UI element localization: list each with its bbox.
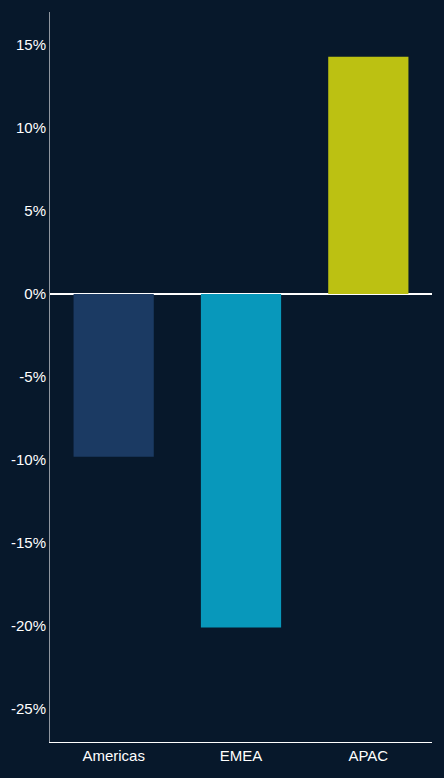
svg-text:EMEA: EMEA xyxy=(220,747,263,764)
svg-text:-15%: -15% xyxy=(11,534,46,551)
svg-text:-25%: -25% xyxy=(11,700,46,717)
svg-text:-20%: -20% xyxy=(11,617,46,634)
svg-text:10%: 10% xyxy=(16,119,46,136)
svg-text:5%: 5% xyxy=(24,202,46,219)
svg-text:-10%: -10% xyxy=(11,451,46,468)
svg-text:APAC: APAC xyxy=(348,747,388,764)
svg-text:-5%: -5% xyxy=(19,368,46,385)
svg-text:Americas: Americas xyxy=(82,747,145,764)
svg-text:0%: 0% xyxy=(24,285,46,302)
svg-text:15%: 15% xyxy=(16,36,46,53)
